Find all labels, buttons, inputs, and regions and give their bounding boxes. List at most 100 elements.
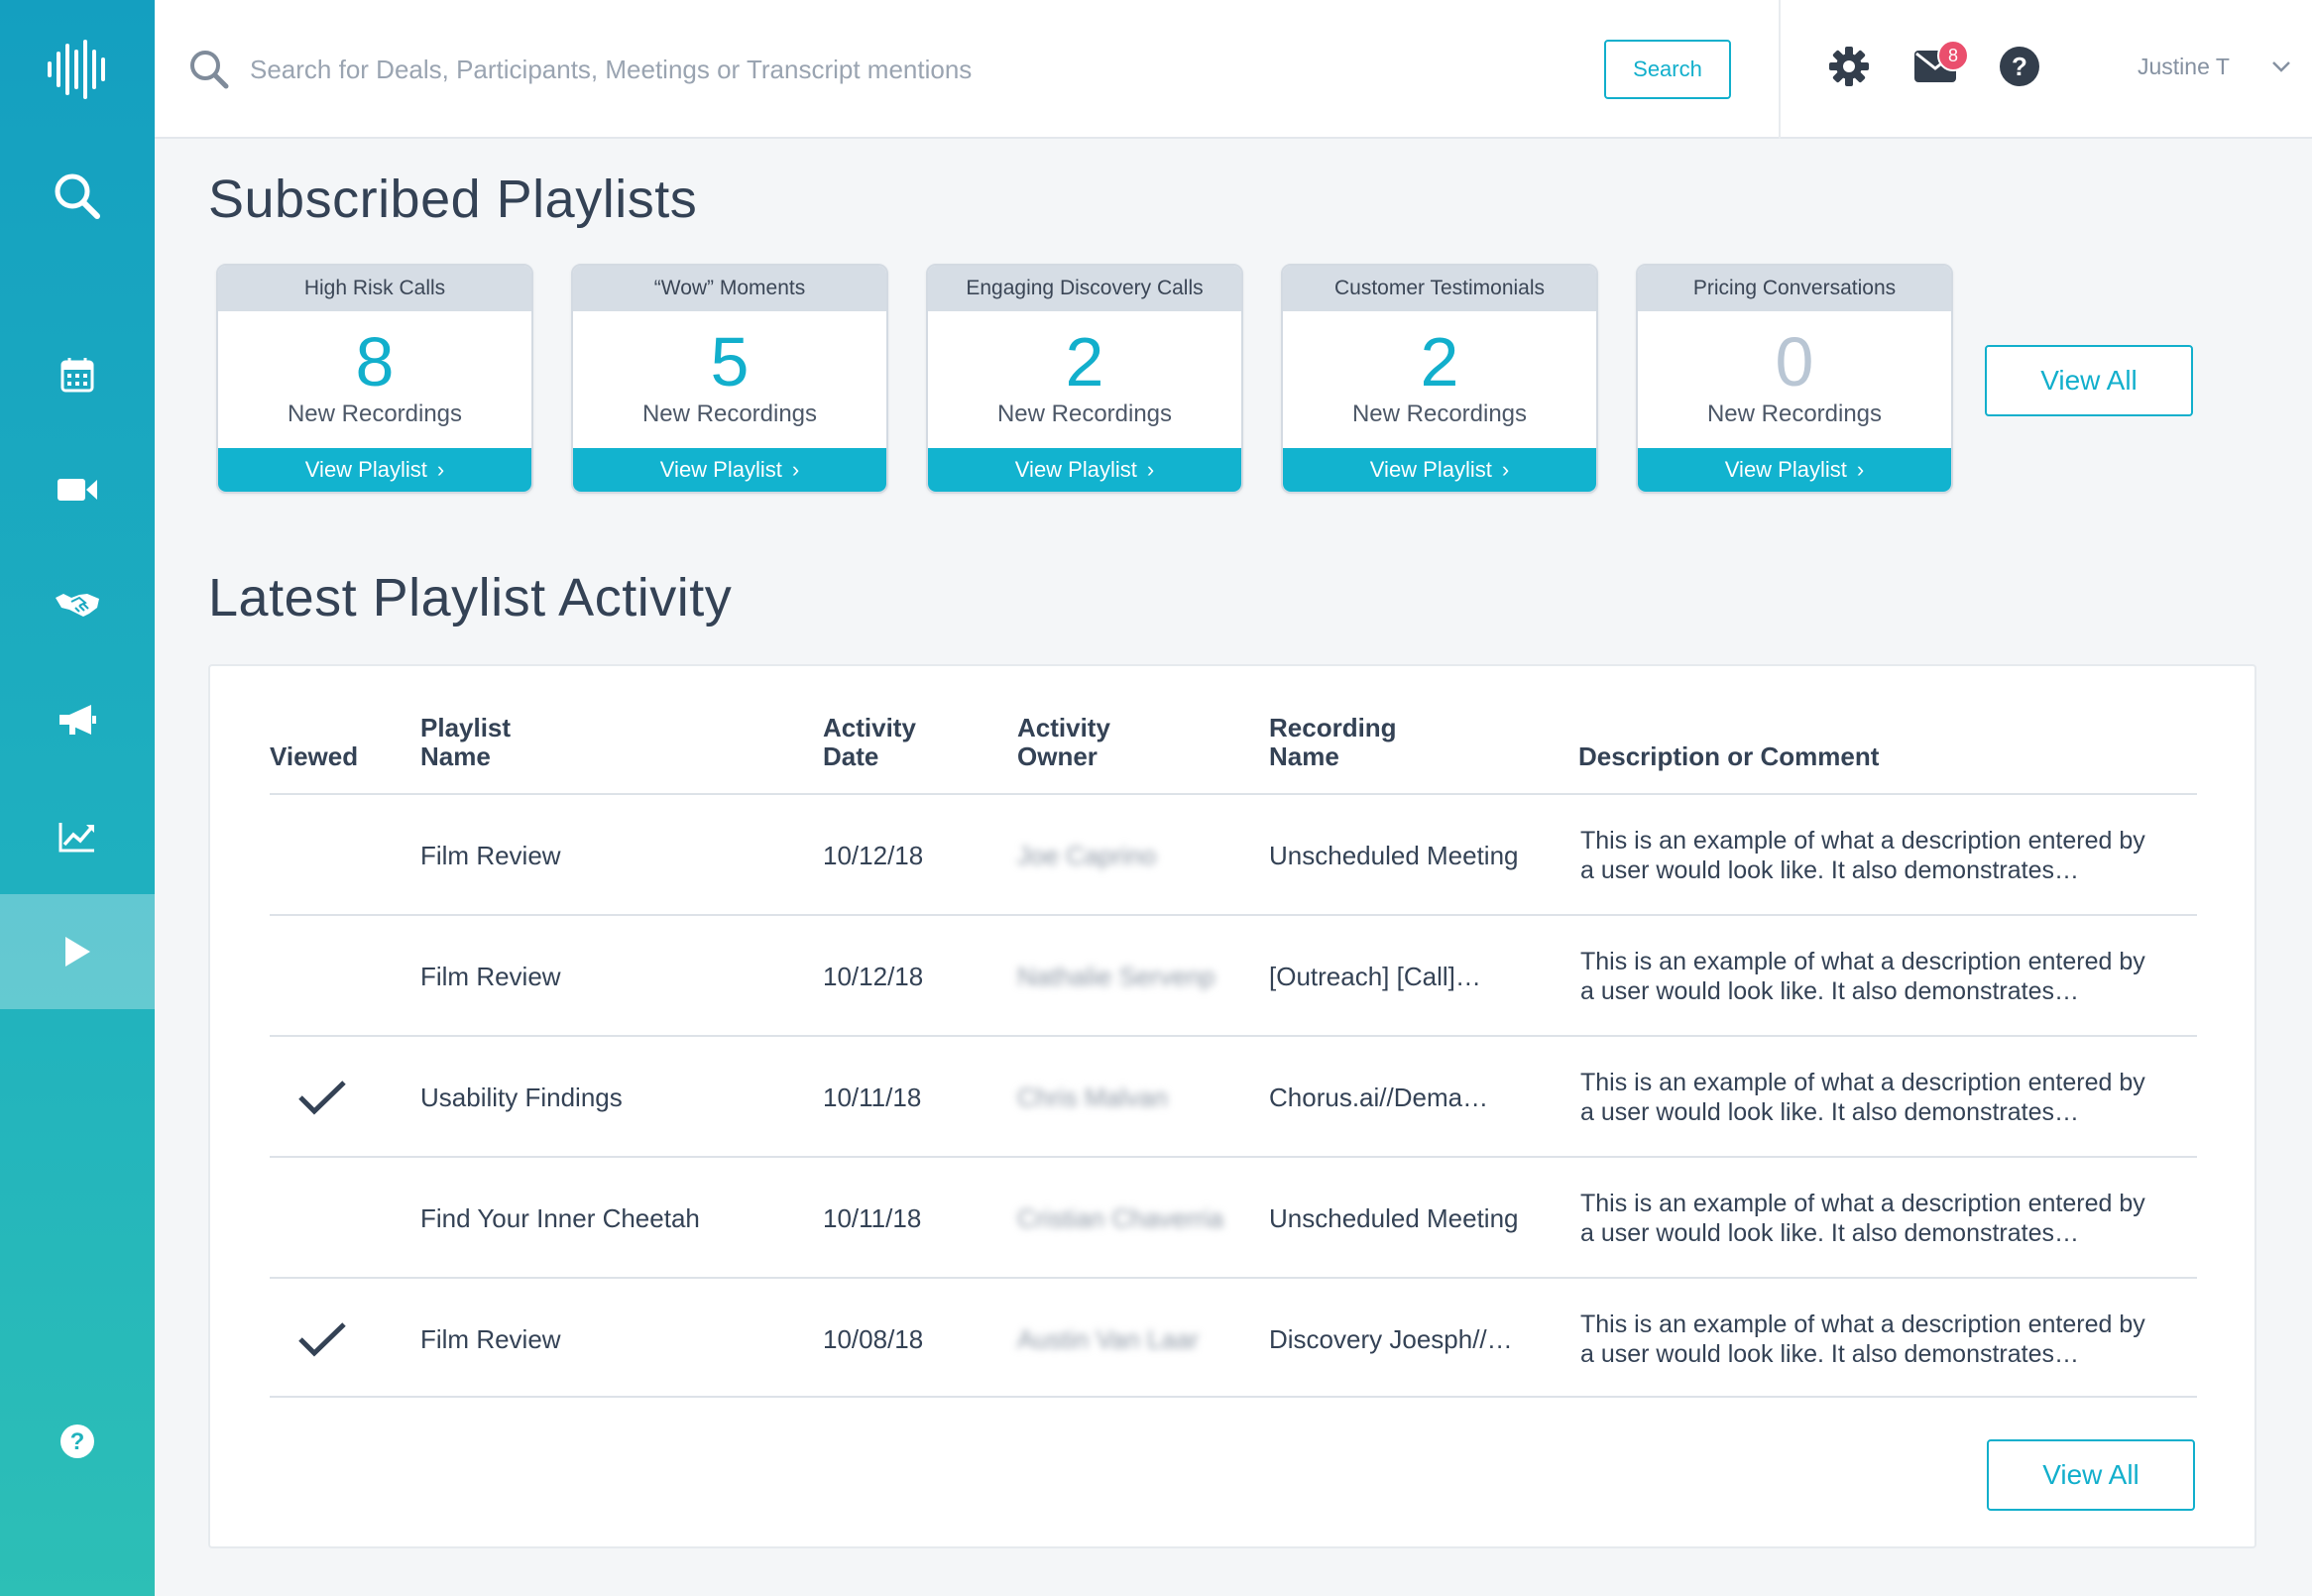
view-playlist-button[interactable]: View Playlist › [573, 448, 886, 492]
main-content: Subscribed Playlists High Risk Calls 8 N… [155, 139, 2312, 1596]
playlist-card-count: 5 [710, 323, 750, 400]
playlist-card-count: 0 [1775, 323, 1814, 400]
column-header-activity-owner[interactable]: Activity Owner [1017, 714, 1110, 771]
column-header-recording-name[interactable]: Recording Name [1269, 714, 1397, 771]
sidebar-item-announcements[interactable] [0, 662, 155, 777]
playlist-card: Customer Testimonials 2 New Recordings V… [1281, 264, 1598, 494]
latest-activity-title: Latest Playlist Activity [208, 568, 733, 627]
table-row[interactable]: Usability Findings 10/11/18 Chris Malvan… [270, 1035, 2197, 1156]
activity-table-panel: Viewed Playlist Name Activity Date Activit… [208, 664, 2256, 1548]
view-all-activity-button[interactable]: View All [1987, 1439, 2195, 1511]
sidebar: ? [0, 0, 155, 1596]
playlist-name-cell[interactable]: Find Your Inner Cheetah [420, 1202, 700, 1233]
column-header-line: Recording [1269, 713, 1397, 742]
playlist-card-subtitle: New Recordings [287, 400, 463, 427]
description-cell: This is an example of what a description… [1580, 1279, 2195, 1400]
column-header-line: Playlist [420, 713, 512, 742]
description-line: This is an example of what a description… [1580, 1190, 2145, 1217]
logo[interactable] [0, 12, 155, 127]
video-camera-icon [58, 479, 97, 501]
description-line: This is an example of what a description… [1580, 948, 2145, 975]
svg-text:?: ? [70, 1428, 85, 1455]
playlist-card-subtitle: New Recordings [1351, 400, 1528, 427]
view-playlist-button[interactable]: View Playlist › [218, 448, 531, 492]
sidebar-item-help[interactable]: ? [0, 1384, 155, 1499]
playlist-card: Pricing Conversations 0 New Recordings V… [1636, 264, 1953, 494]
view-playlist-label: View Playlist [1369, 457, 1492, 482]
playlist-card-name: High Risk Calls [218, 266, 531, 311]
checkmark-icon [298, 1322, 346, 1357]
table-row[interactable]: Film Review 10/12/18 Joe Caprino Unsched… [270, 793, 2197, 914]
recording-name-cell[interactable]: [Outreach] [Call]… [1269, 961, 1481, 991]
playlist-name-cell[interactable]: Usability Findings [420, 1082, 623, 1112]
logo-waveform-icon [48, 40, 105, 99]
sidebar-item-deals[interactable] [0, 547, 155, 662]
activity-date-cell: 10/08/18 [823, 1323, 924, 1354]
recording-name-cell[interactable]: Discovery Joesph//… [1269, 1323, 1513, 1354]
activity-owner-cell: Austin Van Laar [1017, 1323, 1200, 1354]
playlist-card-name: “Wow” Moments [573, 266, 886, 311]
column-header-line: Activity [823, 713, 916, 742]
playlist-card-count: 2 [1065, 323, 1104, 400]
table-row[interactable]: Find Your Inner Cheetah 10/11/18 Cristia… [270, 1156, 2197, 1277]
activity-date-cell: 10/11/18 [823, 1082, 922, 1112]
chevron-right-icon: › [1146, 457, 1155, 482]
search-button[interactable]: Search [1604, 40, 1731, 99]
activity-owner-cell: Joe Caprino [1017, 840, 1157, 870]
view-playlist-label: View Playlist [304, 457, 427, 482]
playlist-card-subtitle: New Recordings [641, 400, 818, 427]
chevron-down-icon[interactable] [2271, 59, 2291, 73]
playlist-card: High Risk Calls 8 New Recordings View Pl… [216, 264, 533, 494]
table-row[interactable]: Film Review 10/08/18 Austin Van Laar Dis… [270, 1277, 2197, 1398]
playlist-card-subtitle: New Recordings [996, 400, 1173, 427]
playlist-name-cell[interactable]: Film Review [420, 840, 561, 870]
recording-name-cell[interactable]: Unscheduled Meeting [1269, 840, 1519, 870]
column-header-line: Activity [1017, 713, 1110, 742]
search-icon [190, 51, 229, 89]
chevron-right-icon: › [436, 457, 445, 482]
playlist-name-cell[interactable]: Film Review [420, 1323, 561, 1354]
table-row[interactable]: Film Review 10/12/18 Nathalie Servenp [O… [270, 914, 2197, 1035]
view-playlist-label: View Playlist [1014, 457, 1137, 482]
column-header-line: Name [420, 741, 491, 771]
view-playlist-button[interactable]: View Playlist › [1283, 448, 1596, 492]
checkmark-icon [298, 1081, 346, 1115]
column-header-activity-date[interactable]: Activity Date [823, 714, 916, 771]
column-header-viewed[interactable]: Viewed [270, 741, 359, 771]
activity-owner-cell: Cristian Chaverria [1017, 1202, 1224, 1233]
megaphone-icon [59, 705, 96, 735]
description-line: This is an example of what a description… [1580, 1311, 2145, 1338]
playlist-card-name: Customer Testimonials [1283, 266, 1596, 311]
description-line: a user would look like. It also demonstr… [1580, 1340, 2080, 1368]
view-playlist-button[interactable]: View Playlist › [1638, 448, 1951, 492]
description-line: a user would look like. It also demonstr… [1580, 1219, 2080, 1247]
view-playlist-button[interactable]: View Playlist › [928, 448, 1241, 492]
playlist-card-name: Pricing Conversations [1638, 266, 1951, 311]
view-all-playlists-button[interactable]: View All [1985, 345, 2193, 416]
column-header-playlist-name[interactable]: Playlist Name [420, 714, 511, 771]
help-icon[interactable]: ? [1999, 46, 2040, 87]
description-cell: This is an example of what a description… [1580, 795, 2195, 916]
playlist-card: Engaging Discovery Calls 2 New Recording… [926, 264, 1243, 494]
calendar-icon [60, 358, 94, 393]
gear-icon[interactable] [1828, 46, 1870, 87]
view-playlist-label: View Playlist [1724, 457, 1847, 482]
description-line: a user would look like. It also demonstr… [1580, 977, 2080, 1005]
user-name[interactable]: Justine T [2138, 54, 2230, 79]
recording-name-cell[interactable]: Unscheduled Meeting [1269, 1202, 1519, 1233]
column-header-description[interactable]: Description or Comment [1578, 741, 1880, 771]
sidebar-item-video[interactable] [0, 432, 155, 547]
playlist-name-cell[interactable]: Film Review [420, 961, 561, 991]
description-cell: This is an example of what a description… [1580, 1158, 2195, 1279]
sidebar-item-analytics[interactable] [0, 779, 155, 894]
search-input[interactable] [250, 40, 1142, 99]
sidebar-item-calendar[interactable] [0, 317, 155, 432]
viewed-cell [297, 1037, 347, 1158]
description-line: a user would look like. It also demonstr… [1580, 1098, 2080, 1126]
sidebar-item-playlists[interactable] [0, 894, 155, 1009]
playlist-card-subtitle: New Recordings [1706, 400, 1883, 427]
column-header-line: Date [823, 741, 879, 771]
recording-name-cell[interactable]: Chorus.ai//Dema… [1269, 1082, 1489, 1112]
topbar-divider [1779, 0, 1781, 139]
sidebar-item-search[interactable] [0, 139, 155, 254]
